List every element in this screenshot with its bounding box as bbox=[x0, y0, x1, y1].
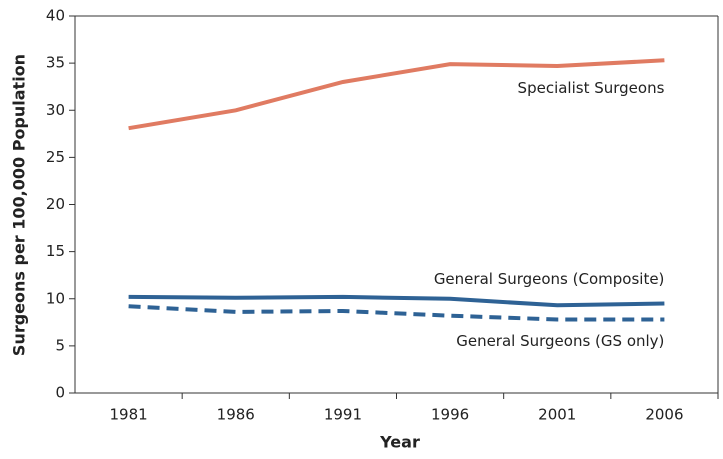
x-tick-label: 1981 bbox=[109, 406, 147, 424]
line-series bbox=[128, 58, 665, 131]
y-tick-label: 15 bbox=[46, 242, 65, 260]
y-tick-label: 0 bbox=[55, 384, 65, 402]
x-tick-label: 1996 bbox=[431, 406, 469, 424]
x-tick-label: 2006 bbox=[645, 406, 683, 424]
y-axis-label: Surgeons per 100,000 Population bbox=[10, 54, 29, 356]
x-tick-label: 1991 bbox=[324, 406, 362, 424]
y-tick-label: 10 bbox=[46, 289, 65, 307]
y-tick-label: 30 bbox=[46, 101, 65, 119]
x-axis-label: Year bbox=[379, 433, 420, 452]
series-label: General Surgeons (Composite) bbox=[434, 270, 665, 288]
y-tick-label: 40 bbox=[46, 7, 65, 25]
y-tick-label: 5 bbox=[55, 336, 65, 354]
y-tick-label: 35 bbox=[46, 54, 65, 72]
series-label: Specialist Surgeons bbox=[518, 79, 665, 97]
y-tick-label: 20 bbox=[46, 195, 65, 213]
line-series bbox=[128, 294, 665, 308]
x-tick-label: 1986 bbox=[217, 406, 255, 424]
line-series bbox=[128, 304, 665, 322]
y-tick-label: 25 bbox=[46, 148, 65, 166]
x-tick-label: 2001 bbox=[538, 406, 576, 424]
series-label: General Surgeons (GS only) bbox=[456, 332, 664, 350]
